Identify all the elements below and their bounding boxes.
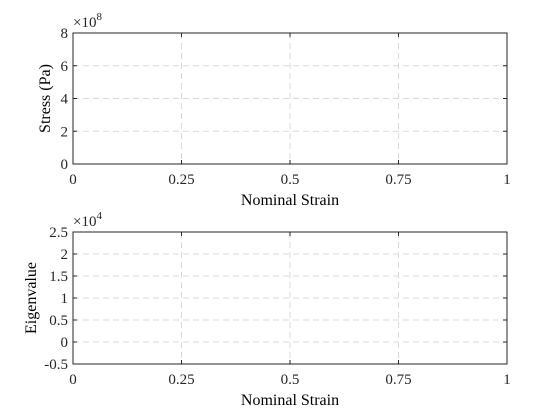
stress-y-tick-label: 8: [61, 26, 69, 42]
eigenvalue-x-tick-label: 0.25: [168, 372, 194, 388]
stress-x-tick-label: 0: [69, 172, 77, 188]
eigenvalue-x-tick-label: 1: [503, 372, 511, 388]
stress-y-multiplier: ×108: [73, 11, 102, 31]
eigenvalue-x-axis-label: Nominal Strain: [241, 392, 339, 409]
stress-x-axis-label: Nominal Strain: [241, 192, 339, 209]
stress-x-tick-label: 0.75: [385, 172, 411, 188]
stress-x-tick-label: 0.25: [168, 172, 194, 188]
eigenvalue-y-tick-label: -0.5: [44, 357, 68, 373]
eigenvalue-x-tick-label: 0.5: [281, 372, 300, 388]
eigenvalue-x-tick-label: 0.75: [385, 372, 411, 388]
eigenvalue-y-tick-label: 2.5: [49, 225, 68, 241]
stress-x-tick-label: 1: [503, 172, 511, 188]
stress-y-tick-label: 0: [61, 157, 69, 173]
eigenvalue-y-tick-label: 1.5: [49, 269, 68, 285]
eigenvalue-x-tick-label: 0: [69, 372, 77, 388]
stress-y-tick-label: 4: [61, 92, 69, 108]
eigenvalue-y-axis-label: Eigenvalue: [23, 262, 40, 334]
eigenvalue-y-tick-label: 0.5: [49, 313, 68, 329]
eigenvalue-plot: 0 0.25 0.5 0.75 1-0.500.511.522.5×104Nominal…: [23, 210, 511, 409]
stress-axes-box: [72, 32, 508, 165]
eigenvalue-y-multiplier: ×104: [73, 210, 102, 230]
stress-y-tick-label: 6: [61, 59, 69, 75]
stress-x-tick-label: 0.5: [281, 172, 300, 188]
stress-plot: 0 0.25 0.5 0.75 1 0 2 4 6 8×108 Nominal Strain Stre…: [37, 11, 511, 209]
stress-y-tick-label: 2: [61, 124, 69, 140]
eigenvalue-y-tick-label: 2: [61, 247, 69, 263]
eigenvalue-axes-box: [72, 231, 508, 365]
eigenvalue-y-tick-label: 1: [61, 291, 69, 307]
eigenvalue-y-tick-label: 0: [61, 335, 69, 351]
stress-y-axis-label: Stress (Pa): [37, 64, 54, 133]
